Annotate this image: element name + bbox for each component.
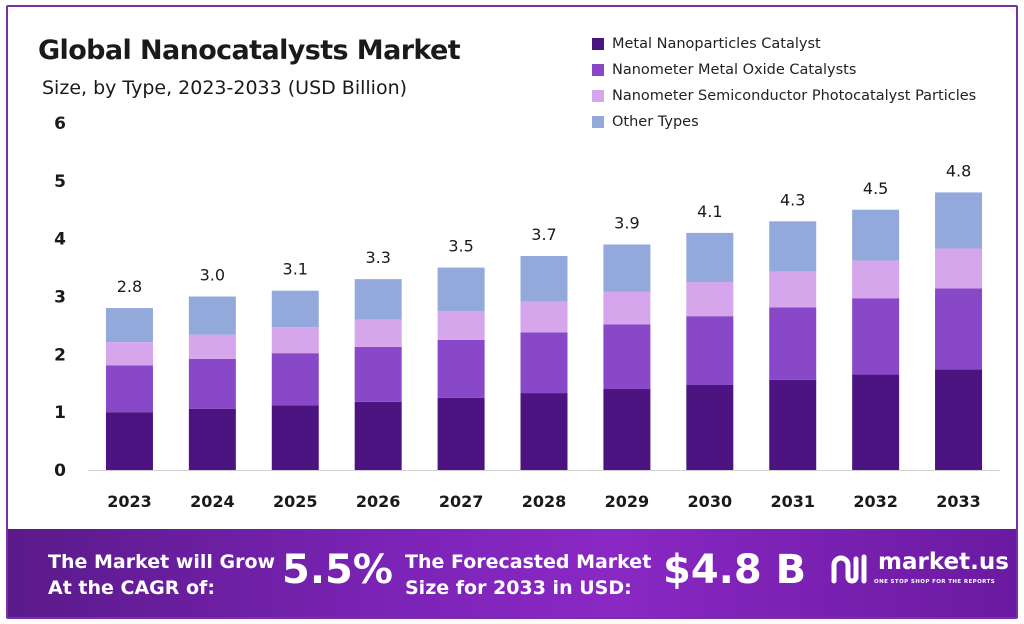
bar-segment [686, 232, 734, 283]
y-tick-label: 2 [54, 345, 66, 365]
summary-banner: The Market will Grow At the CAGR of: 5.5… [8, 529, 1016, 617]
legend-item-metal-nanoparticles: Metal Nanoparticles Catalyst [592, 31, 976, 57]
bar-total-label: 4.3 [780, 190, 805, 209]
legend-swatch [592, 116, 604, 128]
x-tick-label: 2030 [688, 492, 733, 511]
bar-segment [437, 397, 485, 470]
chart-subtitle: Size, by Type, 2023-2033 (USD Billion) [42, 77, 408, 99]
bar-segment [603, 389, 651, 470]
bar-segment [520, 301, 568, 333]
y-tick-label: 6 [54, 114, 66, 134]
bar-segment [935, 192, 983, 249]
bar-segment [852, 298, 900, 375]
legend-swatch [592, 38, 604, 50]
stacked-bar-chart: 0 1 2 3 4 5 6 2.8 2023 3.0 2024 3.1 2025 3.3 2026 3.5 20… [54, 114, 1000, 511]
logo-tagline: ONE STOP SHOP FOR THE REPORTS [874, 579, 996, 585]
cagr-label: The Market will Grow At the CAGR of: [48, 551, 276, 599]
bar-segment [852, 209, 900, 261]
bar-segment [935, 369, 983, 470]
bar-segment [603, 291, 651, 325]
x-tick-label: 2033 [936, 492, 981, 511]
x-tick-label: 2031 [770, 492, 815, 511]
bar-total-label: 4.8 [946, 161, 971, 180]
bar-segment [686, 282, 734, 317]
bar-total-label: 3.1 [283, 260, 308, 279]
legend-item-metal-oxide: Nanometer Metal Oxide Catalysts [592, 57, 976, 83]
legend-item-semiconductor-photocatalyst: Nanometer Semiconductor Photocatalyst Pa… [592, 83, 976, 109]
bar-segment [188, 358, 236, 409]
bar-total-label: 3.0 [200, 266, 225, 285]
bar-segment [188, 334, 236, 359]
forecast-value: $4.8 B [663, 547, 807, 593]
y-tick-label: 1 [54, 403, 66, 423]
bar-segment [105, 342, 153, 366]
bar-segment [769, 307, 817, 380]
y-tick-label: 4 [54, 230, 66, 250]
bar-total-label: 3.3 [365, 248, 390, 267]
bar-segment [354, 319, 402, 347]
bar-segment [935, 248, 983, 289]
bar-segment [520, 332, 568, 394]
y-tick-label: 0 [54, 461, 66, 481]
bar-segment [437, 339, 485, 398]
chart-title: Global Nanocatalysts Market [38, 35, 461, 66]
bar-segment [935, 288, 983, 370]
chart-legend: Metal Nanoparticles Catalyst Nanometer M… [592, 31, 976, 135]
chart-frame: Global Nanocatalysts Market Size, by Typ… [6, 5, 1018, 619]
bar-segment [520, 256, 568, 302]
bar-segment [686, 384, 734, 470]
bar-segment [603, 244, 651, 292]
bar-segment [354, 346, 402, 402]
bar-total-label: 3.5 [448, 237, 473, 256]
x-tick-label: 2023 [107, 492, 152, 511]
bar-segment [686, 316, 734, 385]
cagr-value: 5.5% [282, 547, 393, 593]
bar-segment [271, 405, 319, 470]
bar-segment [271, 327, 319, 354]
logo-name: market.us [878, 549, 1009, 575]
legend-label: Metal Nanoparticles Catalyst [612, 36, 821, 52]
bar-segment [271, 290, 319, 328]
bar-segment [188, 408, 236, 470]
bar-total-label: 4.1 [697, 202, 722, 221]
bar-total-label: 3.7 [531, 225, 556, 244]
bar-segment [769, 379, 817, 470]
bar-segment [105, 365, 153, 413]
bar-segment [437, 310, 485, 340]
bar-segment [769, 271, 817, 308]
forecast-label: The Forecasted Market Size for 2033 in U… [405, 551, 652, 599]
market-us-logo-icon [831, 554, 867, 584]
x-tick-label: 2028 [522, 492, 567, 511]
bar-segment [437, 267, 485, 311]
legend-label: Nanometer Metal Oxide Catalysts [612, 62, 857, 78]
bar-segment [852, 260, 900, 299]
x-tick-label: 2027 [439, 492, 484, 511]
x-tick-label: 2029 [605, 492, 650, 511]
bar-segment [520, 393, 568, 470]
legend-swatch [592, 64, 604, 76]
x-tick-label: 2032 [853, 492, 898, 511]
bar-segment [271, 353, 319, 406]
bar-segment [603, 324, 651, 390]
bar-segment [105, 412, 153, 470]
bar-segment [188, 296, 236, 335]
bar-segment [105, 308, 153, 343]
legend-label: Other Types [612, 114, 699, 130]
y-tick-label: 5 [54, 172, 66, 192]
bar-total-label: 4.5 [863, 179, 888, 198]
legend-item-other-types: Other Types [592, 109, 976, 135]
bar-total-label: 2.8 [117, 277, 142, 296]
bar-total-label: 3.9 [614, 213, 639, 232]
legend-label: Nanometer Semiconductor Photocatalyst Pa… [612, 88, 977, 104]
x-tick-label: 2024 [190, 492, 235, 511]
legend-swatch [592, 90, 604, 102]
bar-segment [852, 374, 900, 470]
bar-segment [354, 279, 402, 320]
bar-segment [769, 221, 817, 272]
bar-segment [354, 401, 402, 470]
y-tick-label: 3 [54, 288, 66, 308]
x-tick-label: 2026 [356, 492, 401, 511]
x-tick-label: 2025 [273, 492, 318, 511]
